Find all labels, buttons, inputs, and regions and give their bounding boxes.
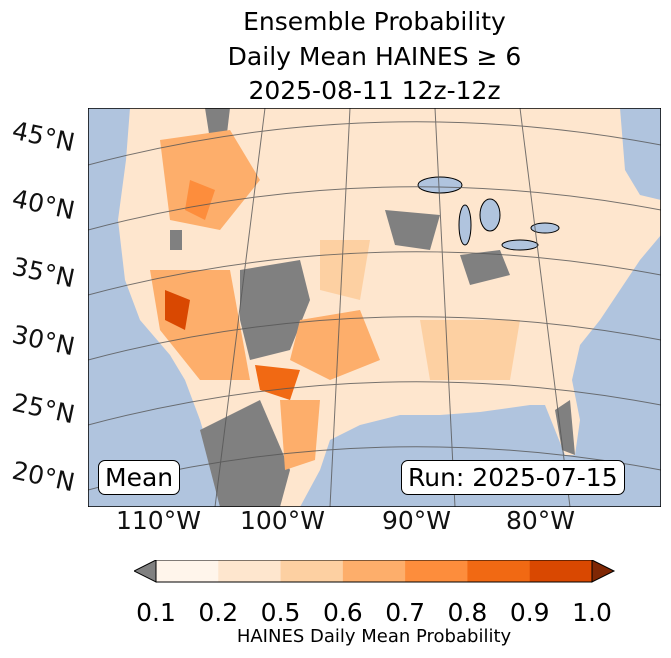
colorbar-tick: 0.1 — [136, 598, 176, 627]
colorbar-bin — [280, 560, 344, 582]
lon-label-110: 110°W — [116, 506, 201, 535]
run-label: Run: 2025-07-15 — [401, 460, 625, 495]
mean-label: Mean — [98, 460, 181, 495]
colorbar-over — [591, 560, 616, 583]
lat-label-20: 20°N — [9, 455, 78, 498]
colorbar-label: HAINES Daily Mean Probability — [236, 626, 512, 647]
colorbar-bin — [467, 560, 531, 582]
lat-label-45: 45°N — [9, 115, 78, 158]
colorbar-tick: 0.2 — [198, 598, 239, 627]
colorbar-tick: 0.6 — [322, 598, 363, 627]
title-line3: 2025-08-11 12z-12z — [248, 76, 501, 105]
lon-label-80: 80°W — [506, 506, 576, 535]
title-line1: Ensemble Probability — [243, 7, 506, 36]
colorbar — [134, 560, 616, 583]
orange-regions — [150, 130, 520, 470]
colorbar-bin — [156, 560, 219, 582]
colorbar-bin — [342, 560, 406, 582]
colorbar-tick: 0.9 — [509, 598, 550, 627]
map — [88, 108, 661, 507]
title-line2: Daily Mean HAINES ≥ 6 — [227, 42, 522, 71]
gulf-atlantic-ocean — [300, 235, 661, 507]
lat-label-40: 40°N — [9, 183, 78, 226]
colorbar-bin — [218, 560, 282, 582]
gray-regions — [170, 108, 590, 507]
colorbar-tick: 0.8 — [447, 598, 488, 627]
colorbar-under — [134, 560, 157, 583]
colorbar-bin — [405, 560, 468, 582]
colorbar-bin — [529, 560, 593, 582]
great-lakes — [417, 176, 560, 251]
lon-label-90: 90°W — [382, 506, 452, 535]
atlantic-canada — [620, 108, 661, 200]
lon-label-100: 100°W — [240, 506, 325, 535]
colorbar-tick: 0.5 — [260, 598, 301, 627]
pacific-ocean — [88, 108, 230, 507]
colorbar-tick: 1.0 — [572, 598, 612, 627]
colorbar-tick: 0.7 — [385, 598, 426, 627]
lat-label-30: 30°N — [9, 319, 78, 362]
lat-label-35: 35°N — [9, 251, 78, 294]
lat-label-25: 25°N — [9, 387, 78, 430]
